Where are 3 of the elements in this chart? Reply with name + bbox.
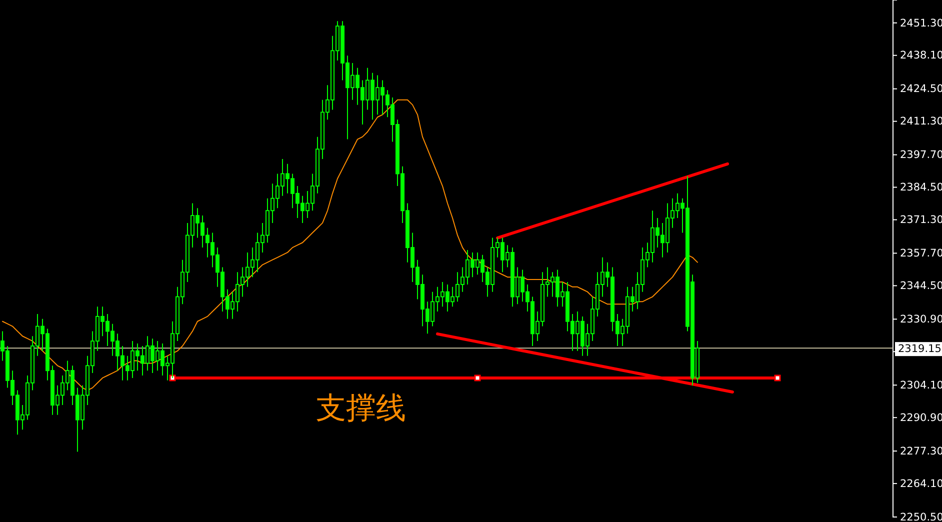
annotation: 支撑线 (316, 391, 406, 426)
ref-line-label: 2319.15 (898, 343, 942, 356)
line-series (2, 99, 698, 391)
